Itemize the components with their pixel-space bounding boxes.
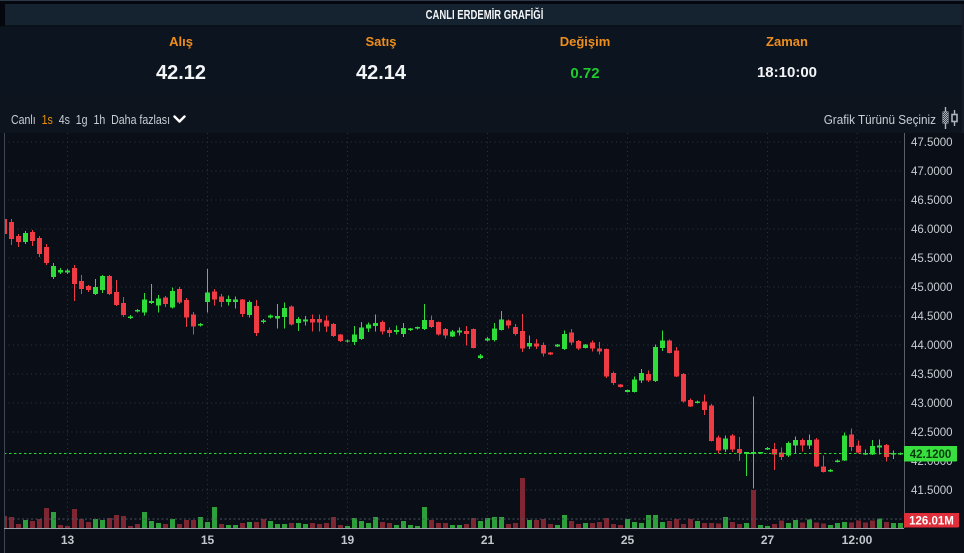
svg-text:27: 27 — [761, 533, 775, 547]
svg-text:19: 19 — [341, 533, 355, 547]
svg-text:46.0000: 46.0000 — [911, 224, 953, 236]
svg-text:44.0000: 44.0000 — [911, 340, 953, 352]
svg-text:45.5000: 45.5000 — [911, 253, 953, 265]
svg-text:46.5000: 46.5000 — [911, 195, 953, 207]
svg-text:47.5000: 47.5000 — [911, 137, 953, 149]
svg-text:126.01M: 126.01M — [909, 516, 954, 528]
svg-text:15: 15 — [201, 533, 215, 547]
svg-text:43.0000: 43.0000 — [911, 398, 953, 410]
svg-text:45.0000: 45.0000 — [911, 282, 953, 294]
svg-text:47.0000: 47.0000 — [911, 166, 953, 178]
svg-text:21: 21 — [481, 533, 495, 547]
svg-text:44.5000: 44.5000 — [911, 311, 953, 323]
svg-text:25: 25 — [621, 533, 635, 547]
svg-text:13: 13 — [61, 533, 75, 547]
svg-text:43.5000: 43.5000 — [911, 369, 953, 381]
svg-text:41.5000: 41.5000 — [911, 485, 953, 497]
svg-text:42.5000: 42.5000 — [911, 427, 953, 439]
svg-text:42.1200: 42.1200 — [910, 449, 952, 461]
svg-text:12:00: 12:00 — [842, 533, 873, 547]
